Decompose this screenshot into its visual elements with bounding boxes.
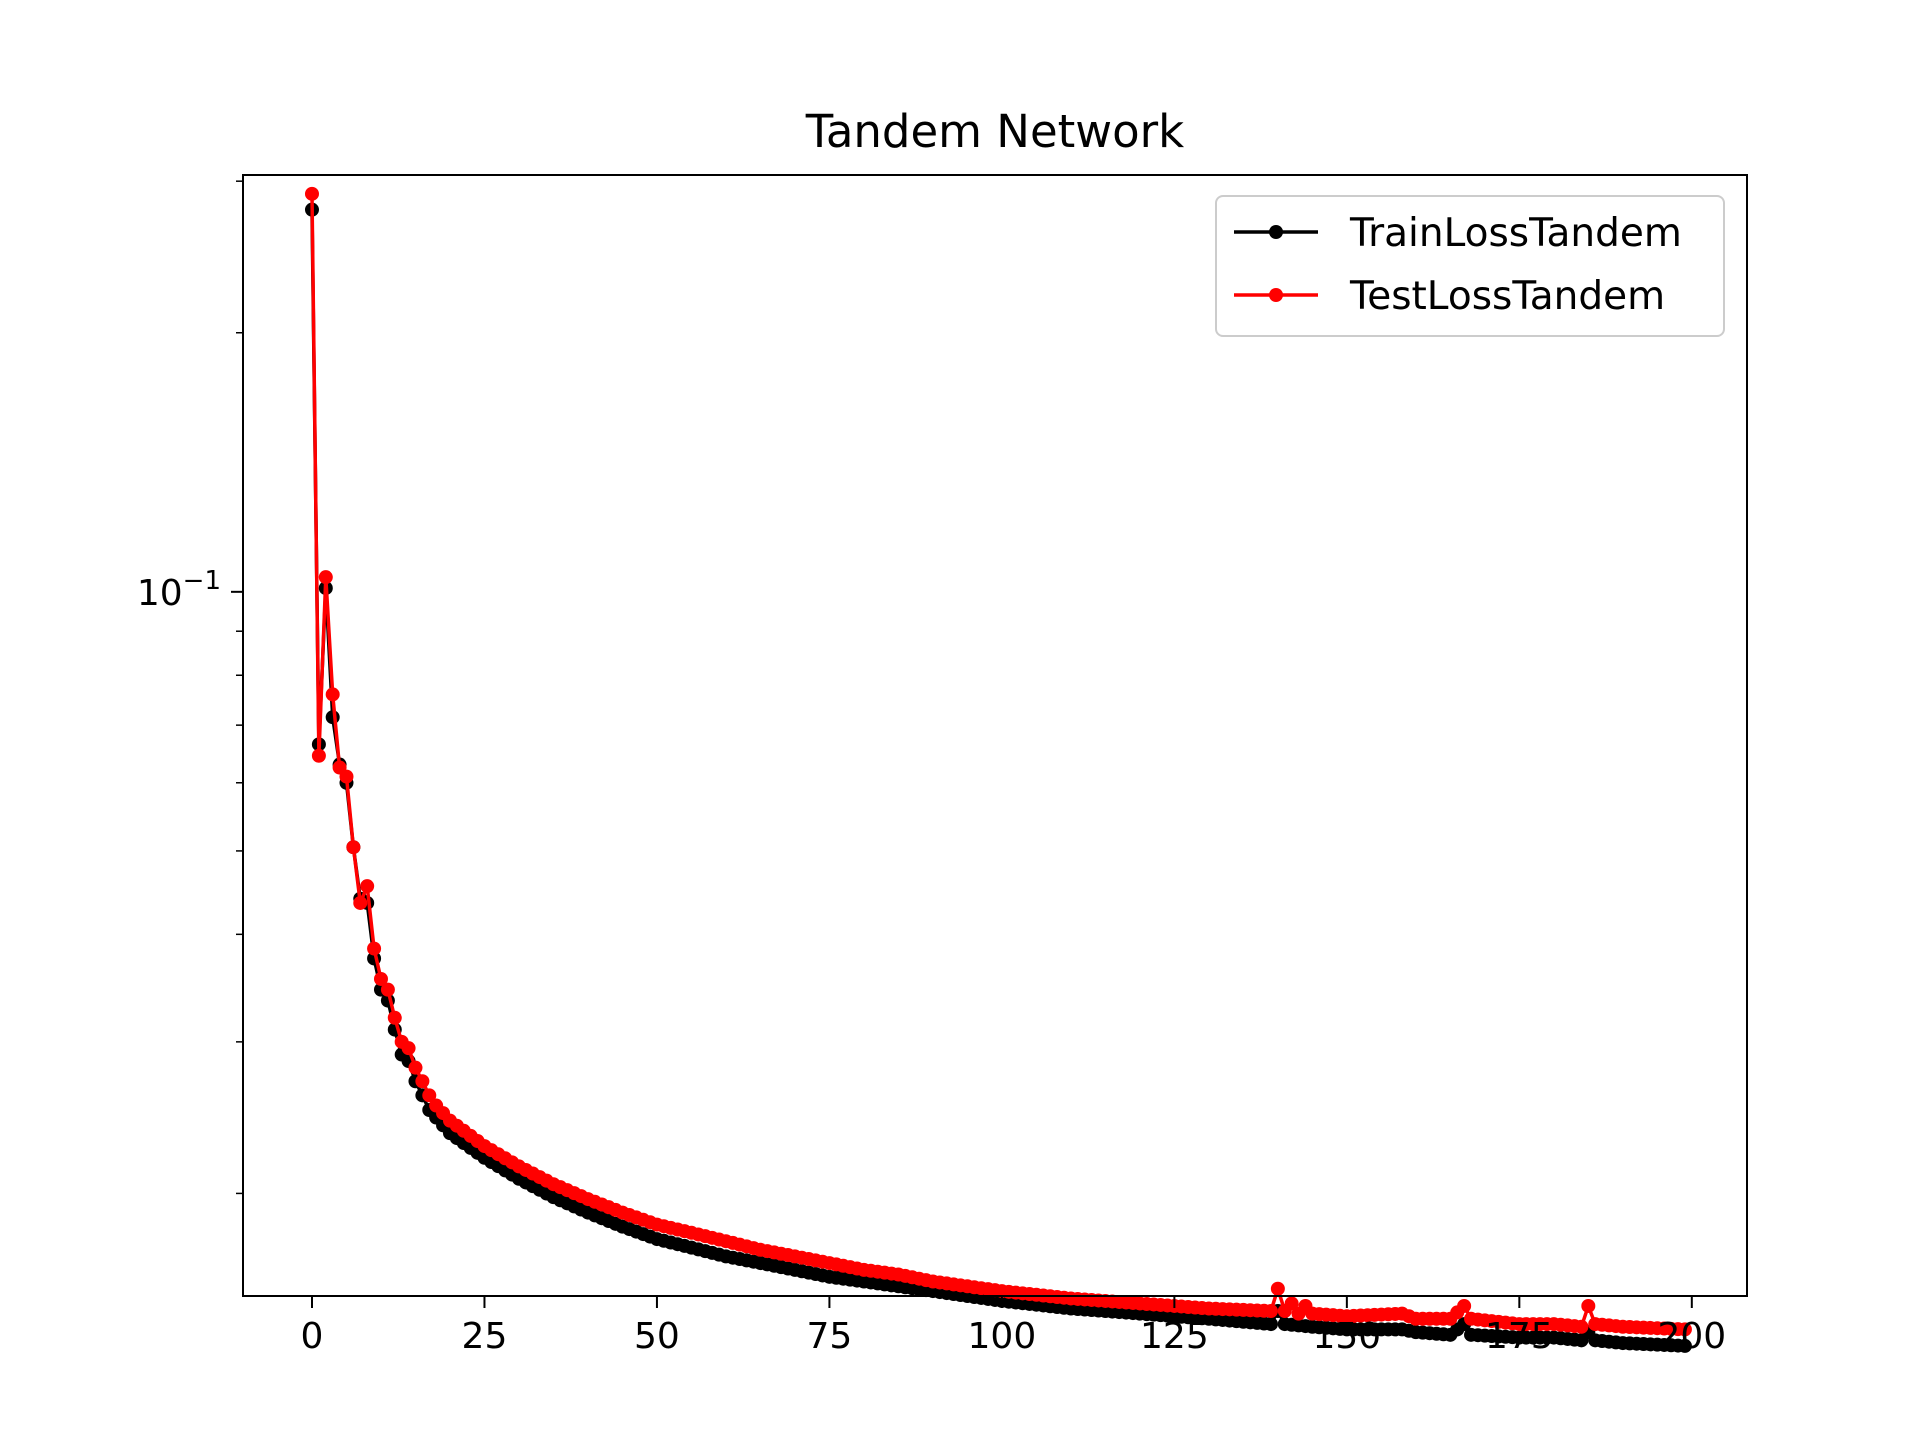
data-point <box>325 687 340 702</box>
y-tick-label: 10−1 <box>137 566 221 614</box>
x-tick-label: 125 <box>1140 1316 1209 1357</box>
legend-label: TestLossTandem <box>1349 274 1665 319</box>
legend-marker <box>1269 225 1283 239</box>
data-point <box>422 1088 437 1103</box>
x-tick-label: 200 <box>1657 1316 1726 1357</box>
data-point <box>408 1060 423 1075</box>
data-point <box>1581 1298 1596 1313</box>
data-point <box>311 748 326 763</box>
plot-frame <box>242 174 1748 1297</box>
data-point <box>304 186 319 201</box>
x-tick-label: 175 <box>1485 1316 1554 1357</box>
data-point <box>1270 1281 1285 1296</box>
data-point <box>415 1074 430 1089</box>
data-point <box>346 840 361 855</box>
data-point <box>1574 1319 1589 1334</box>
legend-box <box>1215 195 1725 337</box>
x-axis: 0 25 50 75 100 125 150 175 200 <box>301 1296 1726 1357</box>
x-tick-label: 25 <box>462 1316 508 1357</box>
x-tick-label: 50 <box>634 1316 680 1357</box>
data-point <box>380 982 395 997</box>
data-point <box>1677 1322 1692 1337</box>
series-TestLossTandem <box>304 186 1692 1337</box>
data-point <box>367 941 382 956</box>
legend-label: TrainLossTandem <box>1349 211 1682 256</box>
series-layer <box>304 186 1692 1353</box>
legend: TrainLossTandem TestLossTandem <box>1215 195 1725 337</box>
data-point <box>1263 1304 1278 1319</box>
data-point <box>1457 1298 1472 1313</box>
chart-title: Tandem Network <box>805 105 1184 158</box>
data-point <box>360 879 375 894</box>
data-point <box>339 769 354 784</box>
data-point <box>318 570 333 585</box>
data-point <box>387 1010 402 1025</box>
data-point <box>1677 1338 1692 1353</box>
x-tick-label: 100 <box>968 1316 1037 1357</box>
x-tick-label: 75 <box>807 1316 853 1357</box>
x-tick-label: 150 <box>1312 1316 1381 1357</box>
data-point <box>401 1041 416 1056</box>
legend-marker <box>1269 288 1283 302</box>
data-point <box>353 895 368 910</box>
x-tick-label: 0 <box>301 1316 324 1357</box>
data-point <box>1284 1296 1299 1311</box>
y-axis: 10−1 <box>137 180 243 1195</box>
data-point <box>1263 1317 1278 1332</box>
data-point <box>373 971 388 986</box>
